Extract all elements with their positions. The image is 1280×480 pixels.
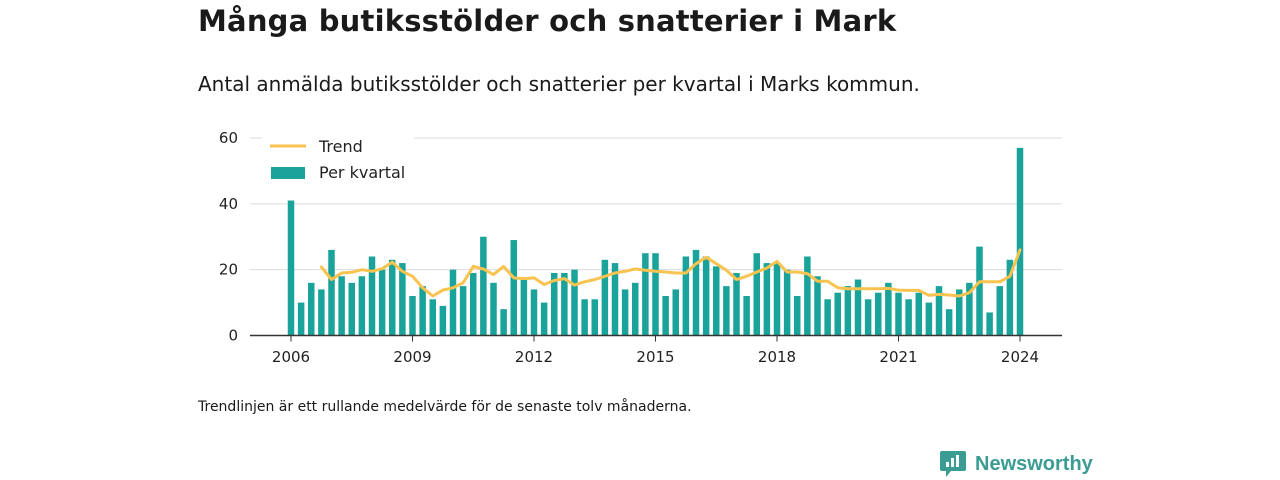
bar xyxy=(449,269,457,336)
bar xyxy=(470,272,477,336)
bar xyxy=(875,292,882,336)
bar xyxy=(540,302,548,336)
x-tick-label: 2021 xyxy=(879,348,917,366)
bar xyxy=(783,269,791,336)
bar xyxy=(621,289,629,336)
bar xyxy=(763,263,771,336)
legend: Trend Per kvartal xyxy=(262,134,414,186)
bar xyxy=(885,282,892,336)
quarterly-chart: 0 20 40 60 2006 2009 2012 2015 2018 2021 2024 Tren… xyxy=(219,129,1062,366)
bar xyxy=(824,299,831,336)
bar xyxy=(297,302,305,336)
brand-name: Newsworthy xyxy=(975,452,1093,475)
bar xyxy=(1016,147,1024,336)
bar xyxy=(682,256,690,336)
y-tick-label: 0 xyxy=(228,327,238,345)
bar xyxy=(976,246,983,336)
bar xyxy=(520,279,528,336)
bar xyxy=(652,253,659,336)
x-tick-label: 2024 xyxy=(1001,348,1039,366)
bar xyxy=(389,259,396,336)
bar xyxy=(308,282,315,336)
bar xyxy=(713,266,720,336)
bar xyxy=(672,289,679,336)
bar xyxy=(834,292,841,336)
bar xyxy=(581,299,588,336)
y-tick-label: 20 xyxy=(219,261,238,279)
axes: 0 20 40 60 2006 2009 2012 2015 2018 2021 2024 xyxy=(219,129,1062,366)
bar xyxy=(733,272,740,336)
bars xyxy=(287,147,1024,336)
bar xyxy=(986,312,993,336)
bar xyxy=(794,296,801,336)
x-tick-label: 2012 xyxy=(515,348,553,366)
bar xyxy=(530,289,538,336)
chart-title: Många butiksstölder och snatterier i Mar… xyxy=(198,4,897,38)
chart-subtitle: Antal anmälda butiksstölder och snatteri… xyxy=(198,72,920,96)
bar xyxy=(510,240,517,336)
bar xyxy=(318,289,325,336)
x-tick-label: 2018 xyxy=(758,348,796,366)
bar xyxy=(480,236,487,336)
bar xyxy=(338,276,345,336)
bar xyxy=(966,282,973,336)
bar xyxy=(551,272,558,336)
bar xyxy=(895,292,902,336)
legend-bar-swatch xyxy=(271,167,305,179)
trend xyxy=(319,248,1022,298)
bar xyxy=(439,305,447,336)
bar xyxy=(287,200,295,336)
bar xyxy=(591,299,598,336)
bar xyxy=(1006,259,1014,336)
bar xyxy=(378,269,386,336)
bar xyxy=(773,263,781,336)
bar xyxy=(348,282,355,336)
bar xyxy=(642,253,649,336)
bar xyxy=(358,276,366,336)
bar xyxy=(571,269,578,336)
bar xyxy=(814,276,821,336)
bar xyxy=(915,292,922,336)
y-tick-label: 60 xyxy=(219,129,238,147)
bar xyxy=(702,256,710,336)
bar xyxy=(399,263,406,336)
bar xyxy=(864,299,872,336)
bar xyxy=(601,259,609,336)
footnote: Trendlinjen är ett rullande medelvärde f… xyxy=(198,399,692,415)
bar xyxy=(804,256,811,336)
y-tick-label: 40 xyxy=(219,195,238,213)
bar xyxy=(662,296,669,336)
bar xyxy=(956,289,963,336)
x-tick-label: 2015 xyxy=(636,348,674,366)
trend-line xyxy=(319,248,1022,298)
bar xyxy=(459,286,467,336)
bar xyxy=(945,309,953,336)
bar xyxy=(692,249,700,336)
bar xyxy=(844,286,852,336)
legend-trend-label: Trend xyxy=(318,137,363,156)
bar xyxy=(854,279,862,336)
x-tick-label: 2009 xyxy=(393,348,431,366)
bar xyxy=(409,296,416,336)
bar xyxy=(743,296,750,336)
bar xyxy=(935,286,943,336)
bar xyxy=(753,253,760,336)
bar xyxy=(925,302,933,336)
x-tick-label: 2006 xyxy=(272,348,310,366)
bar xyxy=(429,299,436,336)
bar xyxy=(561,272,568,336)
bar xyxy=(419,286,426,336)
bar xyxy=(905,299,912,336)
bar xyxy=(611,263,619,336)
bar xyxy=(996,286,1003,336)
legend-bar-label: Per kvartal xyxy=(319,163,405,182)
newsworthy-logo: Newsworthy xyxy=(939,449,1093,479)
bar xyxy=(368,256,376,336)
bar xyxy=(723,286,730,336)
bar xyxy=(328,249,335,336)
bar xyxy=(632,282,639,336)
bar xyxy=(490,282,497,336)
bar xyxy=(500,309,507,336)
newsworthy-logo-icon xyxy=(940,451,966,477)
